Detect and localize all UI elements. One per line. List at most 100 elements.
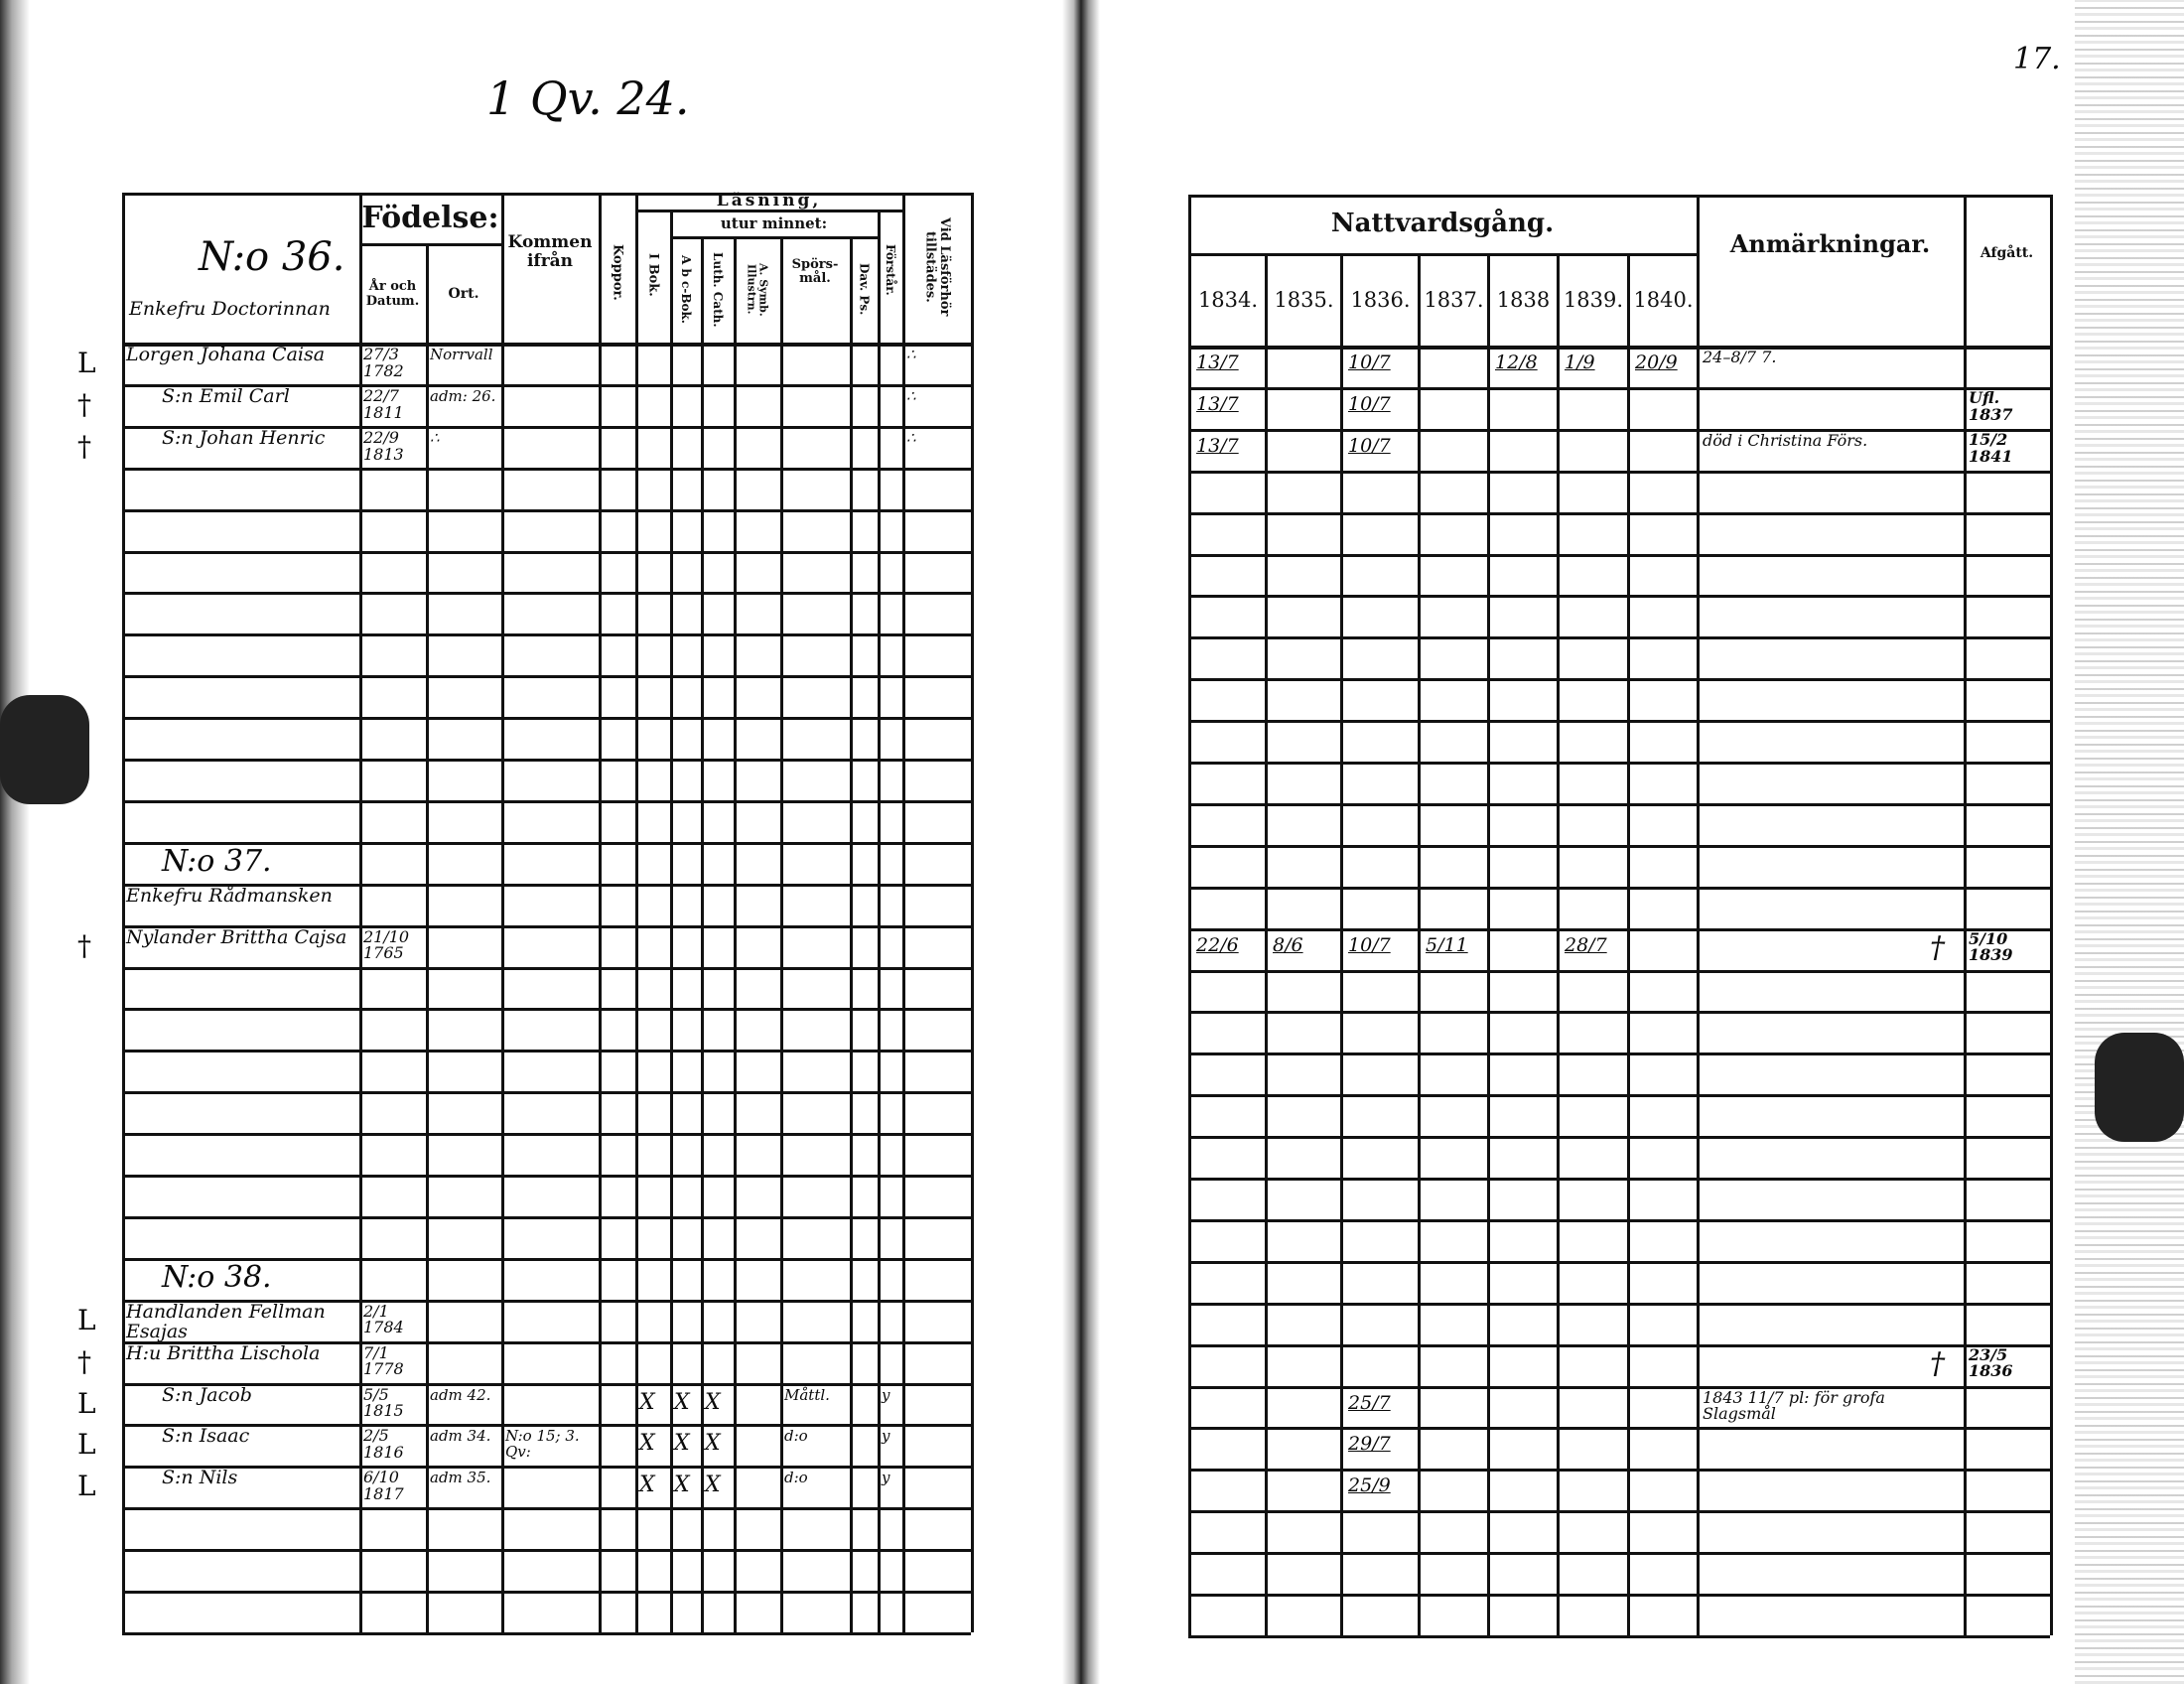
margin-mark: † <box>77 429 91 463</box>
understands-cell: y <box>882 1469 890 1487</box>
page-number: 17. <box>2013 42 2061 76</box>
header-year-4: 1838 <box>1496 288 1551 313</box>
departed: 23/5 1836 <box>1969 1344 2013 1381</box>
book-binding <box>1062 0 1100 1684</box>
table-border-top <box>1188 195 2050 198</box>
header-ar-och-datum: År och Datum. <box>365 279 420 309</box>
communion-date: 5/11 <box>1426 933 1468 956</box>
column-line <box>971 193 974 1632</box>
name-cell: S:n Isaac <box>162 1425 250 1448</box>
margin-mark: L <box>77 1303 96 1336</box>
row-line <box>1188 1302 2050 1306</box>
row-line <box>1188 636 2050 640</box>
birth-date-cell: 22/7 1811 <box>363 385 404 422</box>
abc-book-cell: X <box>674 1431 690 1457</box>
header-anmarkningar: Anmärkningar. <box>1729 228 1931 258</box>
row-line <box>1188 844 2050 848</box>
communion-date: 1/9 <box>1565 351 1595 373</box>
row-line <box>122 841 971 845</box>
header-nattvardsgang: Nattvardsgång. <box>1330 209 1555 239</box>
header-forstar: Förstår. <box>884 244 898 296</box>
birth-date-cell: 5/5 1815 <box>363 1384 404 1421</box>
column-line <box>501 193 504 1632</box>
luth-cath-cell: X <box>705 1473 721 1498</box>
communion-date: 25/7 <box>1348 1391 1391 1414</box>
column-line <box>1557 253 1560 1635</box>
column-line <box>1340 253 1343 1635</box>
row-line <box>122 675 971 679</box>
column-line <box>902 193 905 1632</box>
header-ort: Ort. <box>448 285 479 302</box>
row-line <box>1188 1552 2050 1556</box>
reads-book-cell: X <box>639 1473 655 1498</box>
margin-mark: L <box>77 1470 96 1503</box>
row-line <box>122 966 971 970</box>
row-line <box>122 1424 971 1428</box>
header-year-5: 1839. <box>1563 288 1624 313</box>
row-line <box>122 1631 971 1635</box>
name-cell: N:o 38. <box>162 1259 272 1295</box>
birth-place-cell: adm: 26. <box>430 386 496 405</box>
header-i-bok: I Bok. <box>645 253 661 297</box>
reads-book-cell: X <box>639 1389 655 1415</box>
header-sporsmal: Spörs-mål. <box>791 256 839 286</box>
communion-date: 29/7 <box>1348 1433 1391 1456</box>
row-line <box>1188 802 2050 806</box>
fodelse-divider <box>359 243 501 246</box>
present-at-exam-cell: ∴ <box>906 346 916 363</box>
page-edge-right <box>2075 0 2184 1684</box>
column-line <box>426 243 429 1632</box>
birth-place-cell: adm 34. <box>430 1427 491 1446</box>
understands-cell: y <box>882 1385 890 1404</box>
margin-mark: † <box>77 387 91 421</box>
row-line <box>122 1382 971 1386</box>
row-line <box>122 550 971 554</box>
communion-date: 10/7 <box>1348 933 1391 956</box>
row-line <box>122 633 971 637</box>
column-line <box>1418 253 1421 1635</box>
margin-mark: † <box>77 928 91 962</box>
communion-date: 10/7 <box>1348 351 1391 373</box>
communion-date: 10/7 <box>1348 434 1391 457</box>
row-line <box>122 1215 971 1219</box>
header-a-symb: A. Symb. Illustrn. <box>745 262 770 317</box>
communion-date: 13/7 <box>1196 351 1239 373</box>
row-line <box>122 1091 971 1095</box>
row-line <box>122 717 971 721</box>
column-line <box>878 210 881 1632</box>
row-line <box>122 425 971 429</box>
page-clip-left <box>0 695 89 804</box>
birth-date-cell: 7/1 1778 <box>363 1342 404 1379</box>
row-line <box>122 1591 971 1594</box>
name-cell: Enkefru Rådmansken <box>126 884 333 907</box>
birth-date-cell: 2/1 1784 <box>363 1301 404 1337</box>
row-line <box>122 1008 971 1012</box>
birth-date-cell: 22/9 1813 <box>363 427 404 464</box>
header-divider <box>122 343 971 347</box>
name-cell: N:o 37. <box>162 843 272 879</box>
row-line <box>1188 553 2050 557</box>
reads-book-cell: X <box>639 1431 655 1457</box>
row-line <box>1188 386 2050 390</box>
name-cell: S:n Emil Carl <box>162 384 290 407</box>
name-cell: S:n Jacob <box>162 1383 252 1406</box>
row-line <box>1188 1011 2050 1015</box>
column-line <box>2050 195 2053 1635</box>
name-cell: H:u Brittha Lischola <box>126 1341 321 1364</box>
lasning-divider <box>635 210 902 212</box>
birth-place-cell: Norrvall <box>430 346 493 363</box>
row-line <box>122 759 971 762</box>
row-line <box>122 1133 971 1137</box>
row-line <box>1188 969 2050 973</box>
row-line <box>1188 1094 2050 1098</box>
margin-mark: † <box>77 1344 91 1378</box>
nattvard-divider <box>1188 253 1697 256</box>
row-line <box>1188 470 2050 474</box>
row-line <box>1188 678 2050 682</box>
remark: död i Christina Förs. <box>1703 430 1868 450</box>
table-border-top <box>122 193 971 196</box>
luth-cath-cell: X <box>705 1431 721 1457</box>
row-line <box>122 1257 971 1261</box>
row-line <box>1188 1469 2050 1473</box>
communion-date: 28/7 <box>1565 933 1607 956</box>
